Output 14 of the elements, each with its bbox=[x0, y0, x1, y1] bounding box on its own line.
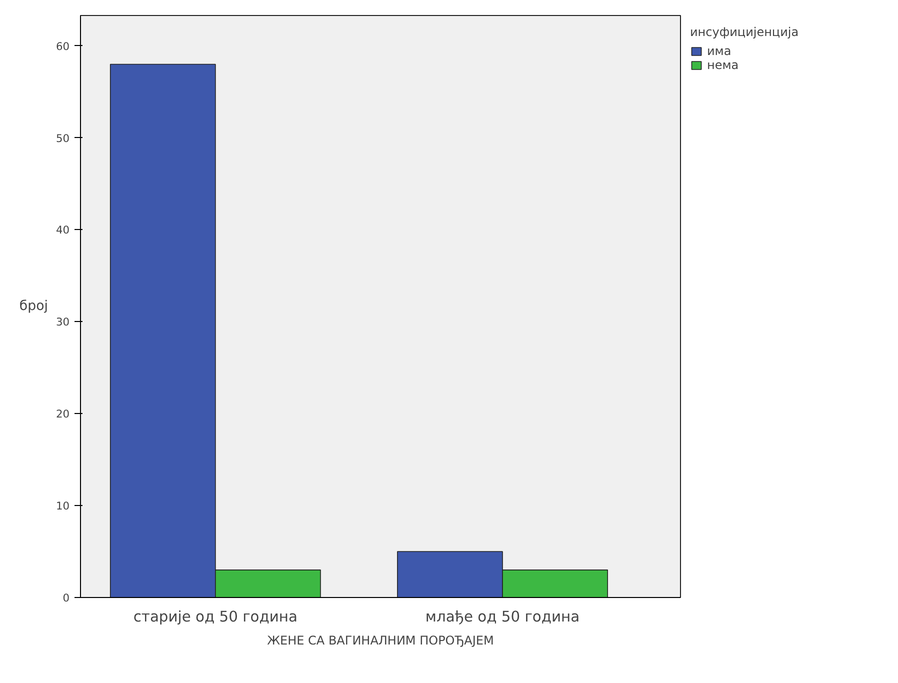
y-tick-label: 60 bbox=[56, 40, 70, 53]
x-tick-label: млађе од 50 година bbox=[425, 608, 580, 626]
legend-label: нема bbox=[707, 58, 739, 72]
legend-label: има bbox=[707, 44, 732, 58]
x-tick-label: старије од 50 година bbox=[133, 608, 298, 626]
y-tick-label: 20 bbox=[56, 408, 70, 421]
y-tick-label: 10 bbox=[56, 500, 70, 513]
legend-title: инсуфицијенција bbox=[690, 25, 799, 39]
y-tick-label: 40 bbox=[56, 224, 70, 237]
y-tick-label: 30 bbox=[56, 316, 70, 329]
y-axis-title: број bbox=[19, 299, 48, 314]
y-tick-label: 0 bbox=[62, 592, 70, 604]
y-tick-label: 50 bbox=[56, 132, 70, 145]
x-axis-title: ЖЕНЕ СА ВАГИНАЛНИМ ПОРОЂАЈЕМ bbox=[267, 634, 494, 648]
